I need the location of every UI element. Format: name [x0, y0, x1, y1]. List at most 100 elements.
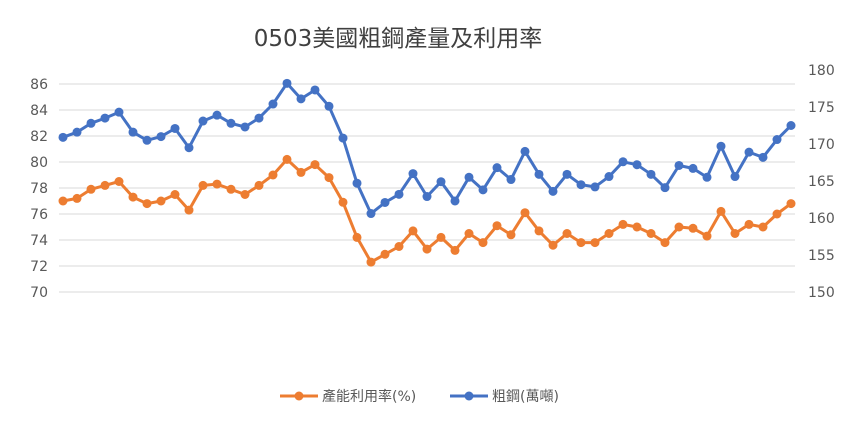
data-point — [422, 244, 432, 254]
data-point — [170, 190, 180, 199]
data-point — [576, 238, 586, 248]
data-point — [786, 199, 796, 209]
data-point — [198, 180, 208, 190]
data-point — [184, 205, 194, 215]
data-point — [506, 230, 516, 240]
series-steel — [58, 78, 796, 219]
y-left-tick-label: 78 — [30, 181, 48, 197]
legend-label-utilization: 產能利用率(%) — [322, 388, 416, 405]
data-point — [702, 231, 712, 241]
data-point — [58, 196, 68, 206]
data-point — [548, 186, 558, 196]
y-left-tick-label: 74 — [30, 233, 48, 249]
data-point — [128, 192, 138, 202]
y-left-tick-label: 80 — [30, 155, 48, 171]
data-point — [268, 170, 278, 180]
data-point — [772, 135, 782, 145]
data-point — [100, 180, 110, 190]
data-point — [282, 78, 292, 88]
data-point — [436, 232, 446, 242]
y-left-tick-label: 84 — [30, 103, 48, 119]
data-point — [324, 173, 334, 183]
data-point — [128, 127, 138, 137]
data-point — [436, 177, 446, 187]
data-point — [730, 172, 740, 182]
data-point — [604, 172, 614, 182]
data-point — [716, 141, 726, 151]
y-left-tick-label: 82 — [30, 129, 48, 145]
data-point — [268, 99, 278, 109]
data-point — [282, 154, 292, 164]
data-point — [338, 197, 348, 207]
data-point — [674, 160, 684, 170]
data-point — [170, 123, 180, 133]
y-left-tick-label: 72 — [30, 259, 48, 275]
data-point — [534, 169, 544, 179]
data-point — [730, 229, 740, 238]
data-point — [604, 229, 614, 238]
data-point — [702, 172, 712, 182]
data-point — [296, 167, 306, 177]
data-point — [184, 143, 194, 153]
data-point — [520, 208, 530, 218]
data-point — [506, 175, 516, 185]
data-point — [380, 249, 390, 259]
data-point — [380, 197, 390, 207]
data-point — [660, 238, 670, 248]
data-point — [156, 196, 166, 206]
data-point — [240, 122, 250, 132]
data-point — [142, 199, 152, 209]
data-point — [618, 219, 628, 229]
data-point — [688, 163, 698, 173]
data-point — [590, 182, 600, 192]
data-point — [114, 107, 124, 117]
y-right-tick-label: 170 — [808, 137, 835, 153]
data-point — [254, 180, 264, 190]
data-point — [450, 196, 460, 206]
data-point — [240, 190, 250, 199]
data-point — [408, 226, 418, 236]
y-left-tick-label: 70 — [30, 285, 48, 301]
data-point — [632, 222, 642, 232]
data-point — [212, 179, 222, 189]
data-point — [86, 184, 96, 194]
legend-dot-steel — [464, 391, 474, 401]
data-point — [114, 177, 124, 186]
legend-dot-utilization — [294, 391, 304, 401]
data-point — [660, 183, 670, 193]
data-point — [562, 229, 572, 238]
data-point — [72, 193, 82, 203]
data-point — [744, 219, 754, 229]
legend: 產能利用率(%) 粗鋼(萬噸) — [280, 388, 559, 405]
data-point — [716, 206, 726, 216]
data-point — [744, 147, 754, 157]
data-point — [198, 116, 208, 126]
data-point — [86, 118, 96, 128]
y-left-tick-label: 86 — [30, 77, 48, 93]
data-point — [324, 101, 334, 111]
data-point — [310, 160, 320, 170]
data-point — [352, 178, 362, 188]
data-point — [72, 127, 82, 137]
data-point — [478, 238, 488, 248]
data-point — [450, 245, 460, 255]
data-point — [310, 85, 320, 95]
data-point — [492, 163, 502, 173]
data-point — [422, 192, 432, 202]
data-point — [772, 209, 782, 219]
data-point — [646, 169, 656, 179]
data-point — [142, 135, 152, 145]
data-point — [674, 222, 684, 232]
data-point — [688, 223, 698, 233]
data-point — [464, 229, 474, 238]
y-right-tick-label: 155 — [808, 248, 835, 264]
data-point — [534, 226, 544, 236]
data-point — [156, 132, 166, 142]
data-point — [758, 222, 768, 232]
data-point — [576, 180, 586, 190]
data-point — [562, 169, 572, 179]
data-point — [646, 229, 656, 238]
data-point — [632, 160, 642, 170]
data-point — [226, 118, 236, 128]
data-point — [338, 133, 348, 143]
